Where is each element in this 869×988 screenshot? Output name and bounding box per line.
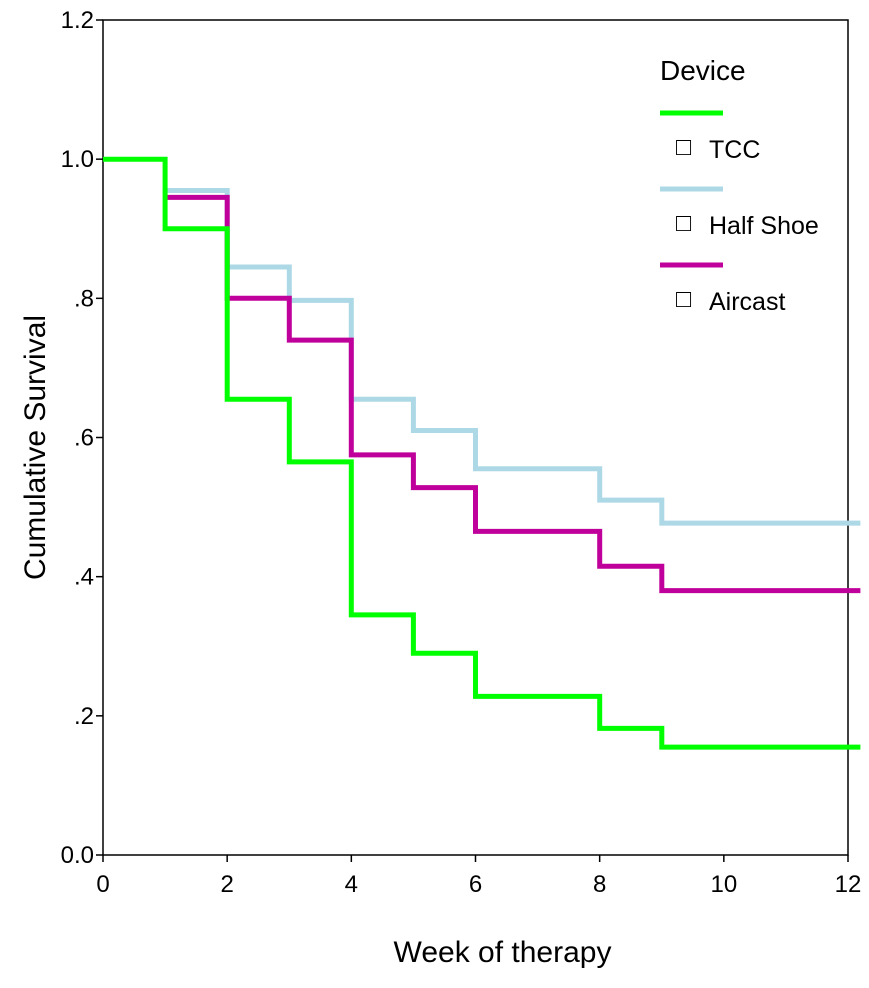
series-line-half-shoe xyxy=(165,188,861,526)
x-tick-label: 10 xyxy=(710,871,737,898)
legend-censor-marker: □ xyxy=(676,133,692,161)
y-tick-label: .4 xyxy=(74,564,94,591)
y-tick-label: .2 xyxy=(74,703,94,730)
y-axis-title: Cumulative Survival xyxy=(19,315,52,580)
legend-label-tcc: TCC xyxy=(709,136,760,164)
series-line-tcc xyxy=(103,156,861,750)
x-tick-label: 2 xyxy=(220,871,233,898)
x-tick-label: 0 xyxy=(96,871,109,898)
legend-title: Device xyxy=(660,55,746,86)
x-tick-label: 8 xyxy=(593,871,606,898)
y-tick-label: .8 xyxy=(74,285,94,312)
legend-label-aircast: Aircast xyxy=(709,288,785,316)
legend-censor-marker: □ xyxy=(676,285,692,313)
y-tick-label: 0.0 xyxy=(61,842,94,869)
x-tick-label: 4 xyxy=(345,871,358,898)
x-tick-label: 12 xyxy=(835,871,862,898)
x-axis-title: Week of therapy xyxy=(394,936,612,969)
y-tick-label: 1.2 xyxy=(61,7,94,34)
y-tick-label: 1.0 xyxy=(61,146,94,173)
legend-censor-marker: □ xyxy=(676,209,692,237)
x-tick-label: 6 xyxy=(469,871,482,898)
y-tick-label: .6 xyxy=(74,425,94,452)
legend-label-half-shoe: Half Shoe xyxy=(709,212,819,240)
series-line-aircast xyxy=(165,194,861,594)
